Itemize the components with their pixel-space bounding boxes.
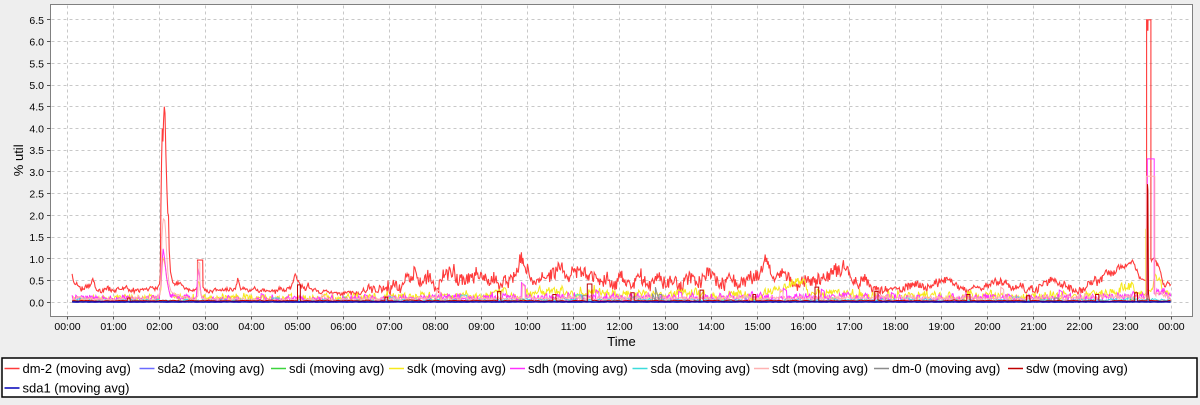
svg-text:11:00: 11:00: [561, 321, 587, 333]
svg-text:6.5: 6.5: [29, 15, 44, 27]
svg-text:sdi (moving avg): sdi (moving avg): [289, 361, 384, 376]
svg-text:08:00: 08:00: [422, 321, 448, 333]
svg-text:13:00: 13:00: [652, 321, 678, 333]
svg-text:4.0: 4.0: [29, 124, 44, 136]
svg-text:0.5: 0.5: [29, 276, 44, 288]
svg-text:2.5: 2.5: [29, 189, 44, 201]
svg-text:sdh (moving avg): sdh (moving avg): [528, 361, 628, 376]
svg-text:15:00: 15:00: [744, 321, 770, 333]
svg-text:5.0: 5.0: [29, 80, 44, 92]
svg-text:3.0: 3.0: [29, 167, 44, 179]
svg-text:05:00: 05:00: [284, 321, 310, 333]
svg-text:21:00: 21:00: [1020, 321, 1046, 333]
svg-text:03:00: 03:00: [192, 321, 218, 333]
svg-text:sdt (moving avg): sdt (moving avg): [772, 361, 868, 376]
svg-text:6.0: 6.0: [29, 37, 44, 49]
svg-text:22:00: 22:00: [1066, 321, 1092, 333]
svg-text:20:00: 20:00: [974, 321, 1000, 333]
svg-text:0.0: 0.0: [29, 297, 44, 309]
svg-text:23:00: 23:00: [1112, 321, 1138, 333]
svg-text:02:00: 02:00: [146, 321, 172, 333]
svg-text:dm-0 (moving avg): dm-0 (moving avg): [892, 361, 1000, 376]
svg-text:16:00: 16:00: [790, 321, 816, 333]
svg-text:01:00: 01:00: [100, 321, 126, 333]
svg-text:14:00: 14:00: [698, 321, 724, 333]
svg-text:sdk (moving avg): sdk (moving avg): [407, 361, 506, 376]
svg-text:18:00: 18:00: [882, 321, 908, 333]
svg-text:06:00: 06:00: [330, 321, 356, 333]
svg-text:sdw (moving avg): sdw (moving avg): [1026, 361, 1128, 376]
svg-text:dm-2 (moving avg): dm-2 (moving avg): [23, 361, 131, 376]
svg-text:sda2 (moving avg): sda2 (moving avg): [158, 361, 265, 376]
svg-text:04:00: 04:00: [238, 321, 264, 333]
svg-text:12:00: 12:00: [606, 321, 632, 333]
svg-text:00:00: 00:00: [1158, 321, 1184, 333]
svg-text:17:00: 17:00: [836, 321, 862, 333]
svg-text:00:00: 00:00: [54, 321, 80, 333]
svg-text:2.0: 2.0: [29, 210, 44, 222]
svg-text:3.5: 3.5: [29, 145, 44, 157]
svg-text:09:00: 09:00: [468, 321, 494, 333]
svg-text:10:00: 10:00: [514, 321, 540, 333]
svg-text:sda1 (moving avg): sda1 (moving avg): [23, 381, 130, 396]
svg-text:Time: Time: [607, 334, 635, 349]
svg-text:1.0: 1.0: [29, 254, 44, 266]
svg-text:1.5: 1.5: [29, 232, 44, 244]
svg-text:sda (moving avg): sda (moving avg): [651, 361, 751, 376]
svg-text:5.5: 5.5: [29, 58, 44, 70]
svg-text:% util: % util: [11, 144, 26, 176]
svg-text:19:00: 19:00: [928, 321, 954, 333]
svg-text:07:00: 07:00: [376, 321, 402, 333]
svg-text:4.5: 4.5: [29, 102, 44, 114]
